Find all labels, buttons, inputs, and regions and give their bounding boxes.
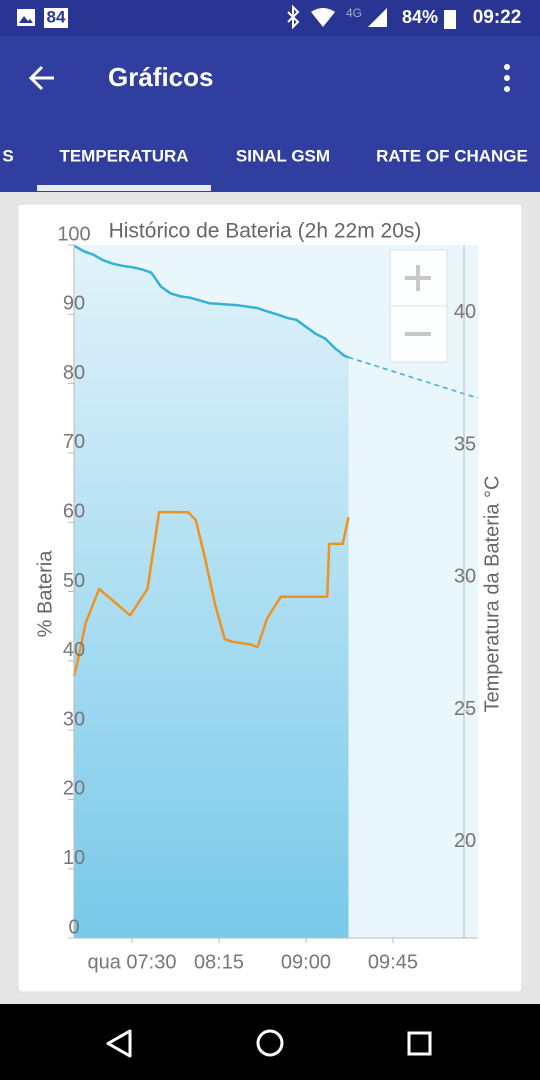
image-icon-glyph [19, 16, 33, 23]
tab[interactable]: TEMPERATURA [59, 146, 188, 165]
y-tick-label: 10 [63, 847, 85, 869]
tab[interactable]: RATE OF CHANGE [376, 146, 528, 165]
x-tick-label: qua 07:30 [87, 951, 176, 973]
y2-tick-label: 40 [454, 301, 476, 323]
y-tick-label: 60 [63, 500, 85, 522]
signal-icon [368, 8, 387, 27]
app-bar [0, 36, 540, 192]
x-tick-label: 08:15 [194, 951, 244, 973]
network-type: 4G [346, 6, 362, 20]
bluetooth-icon [287, 4, 300, 30]
nav-recents[interactable] [407, 1031, 432, 1056]
temperature-line [72, 510, 350, 677]
y-tick-label: 20 [63, 778, 85, 800]
battery-percent: 84% [402, 7, 438, 27]
y2-tick-label: 30 [454, 566, 476, 588]
x-tick-label: 09:00 [281, 951, 331, 973]
y2-tick-label: 20 [454, 830, 476, 852]
projection-line [348, 356, 479, 399]
y-tick-label: 30 [63, 708, 85, 730]
battery-line [73, 244, 349, 359]
zoom-in[interactable] [405, 265, 431, 291]
notification-count: 84 [47, 7, 66, 26]
wifi-icon [311, 8, 335, 27]
back-button[interactable] [28, 65, 54, 91]
tab[interactable]: SINAL GSM [236, 146, 330, 165]
y-tick-label: 70 [63, 431, 85, 453]
y2-tick-label: 25 [454, 698, 476, 720]
y-tick-label: 40 [63, 639, 85, 661]
chart-title: Histórico de Bateria (2h 22m 20s) [109, 220, 422, 243]
image-icon [17, 9, 35, 26]
y2-tick-label: 35 [454, 433, 476, 455]
notification-badge [44, 8, 68, 28]
clock: 09:22 [473, 7, 522, 28]
y-tick-label: 0 [68, 916, 79, 938]
tab-bar: S TEMPERATURA SINAL GSM RATE OF CHANGE [2, 146, 528, 191]
y-tick-label: 100 [57, 223, 90, 245]
tab[interactable]: S [2, 146, 13, 165]
y-tick-label: 50 [63, 570, 85, 592]
menu-button[interactable] [504, 64, 510, 92]
battery-icon [444, 10, 456, 29]
x-tick-label: 09:45 [368, 951, 418, 973]
y-tick-label: 90 [63, 293, 85, 315]
nav-back[interactable] [106, 1029, 132, 1058]
status-bar [0, 0, 540, 36]
nav-home[interactable] [256, 1029, 284, 1057]
y-tick-label: 80 [63, 362, 85, 384]
y-axis-title: % Bateria [34, 550, 56, 638]
app-title: Gráficos [108, 62, 214, 92]
nav-bar [0, 1004, 540, 1080]
tab-indicator [37, 185, 211, 191]
y2-axis-title: Temperatura da Bateria °C [481, 475, 503, 712]
zoom-control [389, 249, 448, 363]
